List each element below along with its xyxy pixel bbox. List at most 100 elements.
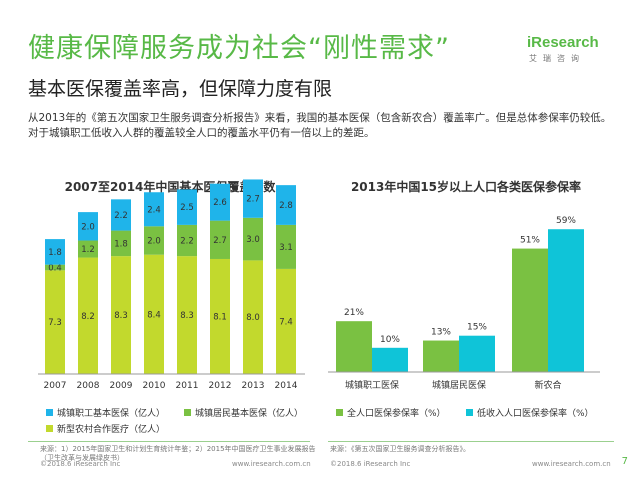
legend-label: 城镇职工基本医保（亿人） — [57, 409, 166, 419]
x-axis-tick-label: 2010 — [143, 381, 166, 391]
category-label: 城镇居民医保 — [432, 379, 486, 391]
logo-wordmark: iResearch — [527, 34, 599, 51]
stacked-bar-segment — [210, 258, 230, 374]
footer-divider-left — [28, 441, 310, 442]
stacked-bar-segment — [276, 224, 296, 269]
rate-bar — [459, 335, 495, 372]
x-axis-tick-label: 2009 — [110, 381, 133, 391]
bar-value-label: 2.2 — [114, 211, 128, 221]
bar-value-label: 3.1 — [279, 243, 293, 253]
stacked-bar-segment — [243, 179, 263, 218]
legend-swatch — [184, 409, 191, 416]
intro-paragraph: 从2013年的《第五次国家卫生服务调查分析报告》来看，我国的基本医保（包含新农合… — [28, 112, 612, 139]
bar-value-label: 2.0 — [81, 222, 95, 232]
stacked-bar-segment — [111, 256, 131, 374]
bar-value-label: 0.4 — [48, 264, 62, 274]
rate-value-label: 15% — [467, 323, 487, 333]
bar-value-label: 3.0 — [246, 235, 260, 245]
bar-value-label: 8.0 — [246, 313, 260, 323]
x-axis-tick-label: 2012 — [209, 381, 232, 391]
bar-value-label: 2.8 — [279, 201, 293, 211]
legend-item: 城镇居民基本医保（亿人） — [184, 406, 303, 419]
bar-value-label: 1.8 — [114, 239, 128, 249]
legend-label: 全人口医保参保率（%） — [347, 409, 446, 419]
legend-swatch — [46, 409, 53, 416]
copyright-left: ©2018.6 iResearch Inc — [40, 460, 121, 468]
stacked-bar-segment — [78, 257, 98, 374]
legend-item: 全人口医保参保率（%） — [336, 406, 446, 419]
rate-value-label: 59% — [556, 216, 576, 226]
legend-item: 新型农村合作医疗（亿人） — [46, 422, 165, 435]
x-axis-tick-label: 2013 — [242, 381, 265, 391]
stacked-bar-segment — [243, 260, 263, 374]
bar-value-label: 7.3 — [48, 318, 62, 328]
rate-value-label: 21% — [344, 308, 364, 318]
stacked-bar-segment — [210, 183, 230, 221]
bar-value-label: 8.1 — [213, 312, 227, 322]
bar-value-label: 1.2 — [81, 245, 95, 255]
rate-value-label: 13% — [431, 328, 451, 338]
bar-value-label: 8.4 — [147, 310, 161, 320]
stacked-bar-segment — [78, 240, 98, 258]
stacked-bar-segment — [45, 239, 65, 265]
bar-value-label: 2.2 — [180, 237, 194, 247]
stacked-bar-segment — [45, 270, 65, 374]
website-right: www.iresearch.com.cn — [532, 460, 611, 468]
x-axis-tick-label: 2011 — [176, 381, 199, 391]
stacked-bar-segment — [144, 192, 164, 227]
source-note-right: 来源：《第五次国家卫生服务调查分析报告》。 — [330, 445, 470, 453]
legend-swatch — [46, 425, 53, 432]
slide-subtitle: 基本医保覆盖率高，但保障力度有限 — [28, 78, 333, 100]
page-number: 7 — [621, 456, 628, 467]
rate-bar — [512, 248, 548, 372]
legend-label: 新型农村合作医疗（亿人） — [57, 425, 166, 435]
stacked-bar-segment — [243, 217, 263, 261]
bar-value-label: 7.4 — [279, 317, 293, 327]
rate-value-label: 51% — [520, 236, 540, 246]
bar-value-label: 2.6 — [213, 198, 227, 208]
bar-value-label: 8.2 — [81, 312, 95, 322]
bar-value-label: 2.5 — [180, 203, 194, 213]
bar-value-label: 8.3 — [114, 311, 128, 321]
stacked-bar-segment — [177, 256, 197, 374]
category-label: 新农合 — [534, 379, 561, 391]
slide-title: 健康保障服务成为社会“刚性需求” — [28, 33, 450, 64]
footer-divider-right — [328, 441, 614, 442]
stacked-bar-segment — [144, 226, 164, 255]
rate-bar — [548, 229, 584, 372]
rate-value-label: 10% — [380, 335, 400, 345]
stacked-bar-segment — [144, 254, 164, 374]
iresearch-logo: iResearch 艾瑞咨询 — [527, 34, 607, 74]
x-axis-tick-label: 2007 — [44, 381, 67, 391]
stacked-bar-segment — [111, 199, 131, 231]
stacked-bar-segment — [177, 224, 197, 257]
legend-item: 城镇职工基本医保（亿人） — [46, 406, 165, 419]
bar-value-label: 2.4 — [147, 205, 161, 215]
legend-swatch — [466, 409, 473, 416]
rate-bar — [423, 340, 459, 372]
bar-value-label: 8.3 — [180, 311, 194, 321]
bar-value-label: 2.7 — [246, 195, 260, 205]
stacked-bar-segment — [111, 230, 131, 257]
bar-value-label: 1.8 — [48, 248, 62, 258]
stacked-bar-segment — [276, 185, 296, 225]
bar-value-label: 2.0 — [147, 237, 161, 247]
rate-bar — [372, 347, 408, 372]
legend-swatch — [336, 409, 343, 416]
source-note-left: 来源：1）2015年国家卫生和计划生育统计年鉴；2）2015年中国医疗卫生事业发… — [40, 445, 316, 462]
legend-label: 城镇居民基本医保（亿人） — [195, 409, 304, 419]
logo-chinese-name: 艾瑞咨询 — [529, 54, 585, 63]
website-left: www.iresearch.com.cn — [232, 460, 311, 468]
x-axis-tick-label: 2008 — [77, 381, 100, 391]
stacked-bar-segment — [78, 212, 98, 241]
stacked-bar-segment — [276, 268, 296, 374]
legend-item: 低收入人口医保参保率（%） — [466, 406, 594, 419]
stacked-bar-segment — [45, 264, 65, 271]
x-axis-tick-label: 2014 — [275, 381, 298, 391]
stacked-bar-segment — [210, 220, 230, 259]
category-label: 城镇职工医保 — [345, 379, 399, 391]
rate-chart-title: 2013年中国15岁以上人口各类医保参保率 — [350, 180, 582, 194]
rate-bar — [336, 321, 372, 372]
copyright-right: ©2018.6 iResearch Inc — [330, 460, 411, 468]
